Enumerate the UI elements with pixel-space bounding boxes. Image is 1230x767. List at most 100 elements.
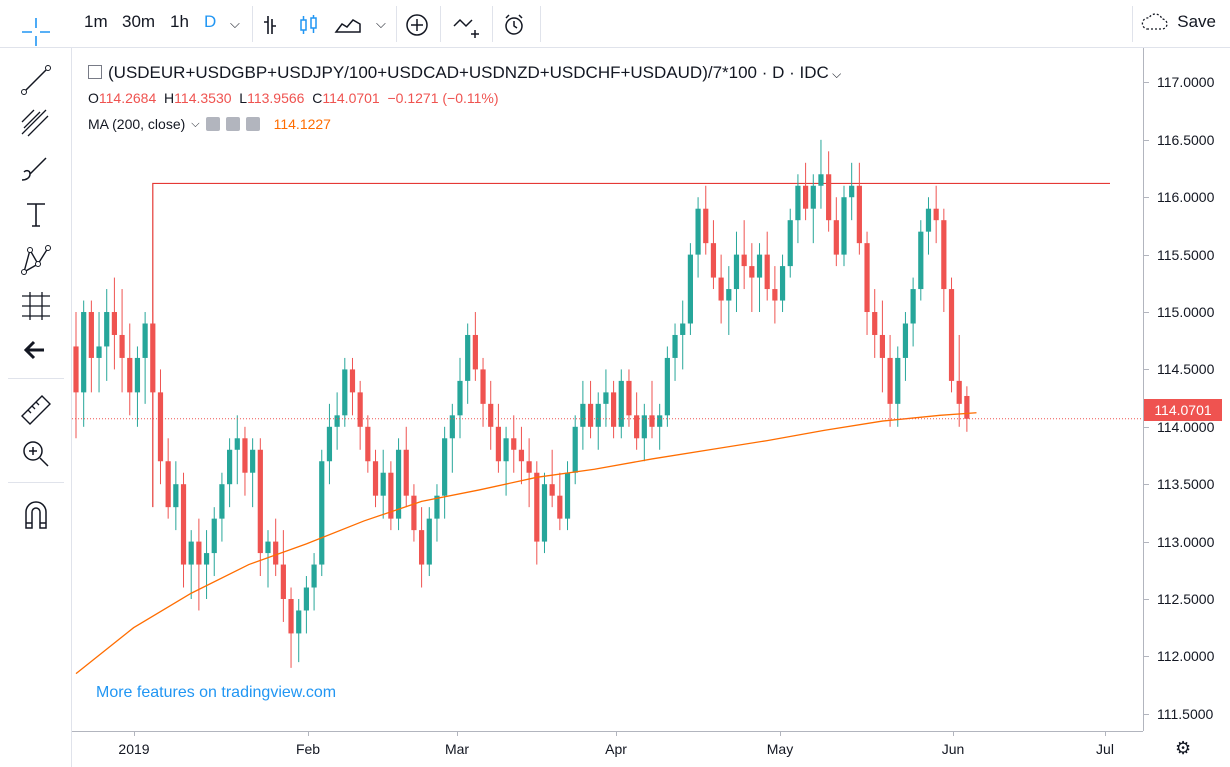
- measure-icon[interactable]: [18, 288, 54, 324]
- candle-body: [826, 174, 832, 221]
- gear-icon[interactable]: ⚙: [1175, 738, 1192, 758]
- low-label: L: [239, 90, 248, 106]
- price-chart[interactable]: [72, 48, 1143, 731]
- ma-value: 114.1227: [273, 116, 331, 132]
- interval-1m[interactable]: 1m: [84, 12, 108, 31]
- candle-body: [134, 357, 141, 393]
- alert-icon[interactable]: [502, 13, 528, 39]
- change-value: −0.1271 (−0.11%): [387, 90, 499, 106]
- fib-icon[interactable]: [18, 106, 54, 142]
- price-tick-mark: [1144, 254, 1149, 256]
- crosshair-icon[interactable]: [18, 14, 54, 50]
- magnet-icon[interactable]: [18, 498, 54, 534]
- time-tick-label: 2019: [118, 741, 150, 757]
- price-tick-label: 114.0000: [1157, 418, 1215, 435]
- chart-legend: (USDEUR+USDGBP+USDJPY/100+USDCAD+USDNZD+…: [88, 63, 841, 132]
- collapse-icon[interactable]: [88, 65, 102, 79]
- candle-body: [180, 484, 187, 565]
- arrow-left-icon[interactable]: [18, 332, 54, 368]
- low-value: 113.9566: [247, 90, 305, 106]
- candle-body: [104, 312, 110, 347]
- price-tick-label: 116.5000: [1157, 131, 1215, 148]
- interval-30m[interactable]: 30m: [122, 12, 156, 31]
- candle-body: [534, 472, 540, 542]
- candle-body: [680, 323, 686, 335]
- candles-icon[interactable]: [298, 14, 320, 36]
- candle-body: [956, 380, 962, 404]
- ma-line: [75, 412, 977, 675]
- time-tick-label: Feb: [295, 741, 321, 757]
- candle-body: [564, 472, 571, 519]
- interval-dropdown-icon[interactable]: ⌵: [230, 16, 240, 31]
- candle-body: [265, 541, 271, 554]
- pattern-icon[interactable]: [18, 242, 54, 278]
- candle-body: [580, 403, 586, 427]
- save-button[interactable]: Save: [1139, 12, 1216, 32]
- time-tick-mark: [457, 731, 458, 736]
- interval-1h[interactable]: 1h: [170, 12, 189, 31]
- candle-body: [703, 208, 709, 244]
- price-tick-mark: [1144, 656, 1149, 658]
- chart-type-dropdown-icon[interactable]: ⌵: [376, 16, 386, 31]
- candle-body: [664, 357, 670, 416]
- bar-chart-icon[interactable]: [262, 14, 284, 36]
- price-tick-mark: [1144, 369, 1149, 371]
- ma-label: MA (200, close): [88, 116, 186, 132]
- ruler-icon[interactable]: [18, 392, 54, 428]
- price-tick-mark: [1144, 713, 1149, 715]
- candle-body: [296, 610, 302, 634]
- trend-line-icon[interactable]: [18, 62, 54, 98]
- eye-icon[interactable]: [205, 117, 220, 131]
- price-tick-label: 113.0000: [1157, 533, 1215, 550]
- candle-body: [96, 346, 102, 358]
- close-icon[interactable]: [245, 117, 260, 131]
- candle-body: [595, 403, 601, 427]
- candle-body: [488, 403, 494, 427]
- candle-body: [234, 438, 240, 450]
- time-tick-label: Apr: [605, 741, 627, 757]
- candle-body: [879, 334, 885, 358]
- candle-body: [457, 380, 463, 416]
- candle-body: [856, 185, 862, 244]
- price-axis[interactable]: [1143, 48, 1230, 731]
- chevron-down-icon[interactable]: ⌵: [191, 117, 200, 130]
- time-tick-mark: [308, 731, 309, 736]
- candle-body: [849, 185, 855, 198]
- add-indicator-icon[interactable]: [405, 13, 429, 37]
- ma-legend[interactable]: MA (200, close) ⌵ 114.1227: [88, 116, 841, 132]
- price-tick-mark: [1144, 82, 1149, 84]
- price-tick-label: 115.0000: [1157, 304, 1215, 321]
- toolbar-divider: [252, 6, 253, 42]
- brush-icon[interactable]: [18, 152, 54, 188]
- compare-icon[interactable]: [452, 14, 482, 38]
- close-value: 114.0701: [322, 90, 380, 106]
- area-chart-icon[interactable]: [334, 14, 362, 36]
- candle-body: [572, 426, 578, 473]
- candle-body: [411, 495, 417, 531]
- candle-body: [242, 438, 248, 473]
- settings-icon[interactable]: [225, 117, 240, 131]
- zoom-icon[interactable]: [18, 436, 54, 472]
- candle-body: [280, 564, 286, 599]
- time-tick-mark: [953, 731, 954, 736]
- chevron-down-icon[interactable]: ⌵: [828, 67, 842, 81]
- tradingview-link[interactable]: More features on tradingview.com: [96, 684, 337, 701]
- candle-body: [303, 587, 309, 611]
- candle-body: [526, 461, 532, 473]
- candle-body: [649, 415, 655, 427]
- candle-body: [395, 449, 402, 519]
- text-icon[interactable]: [18, 196, 54, 232]
- time-axis[interactable]: [72, 731, 1143, 767]
- candle-body: [618, 380, 624, 427]
- candle-body: [726, 289, 732, 301]
- candle-body: [948, 289, 955, 381]
- symbol-title[interactable]: (USDEUR+USDGBP+USDJPY/100+USDCAD+USDNZD+…: [88, 63, 841, 83]
- drawing-toolbar: [0, 18, 72, 767]
- price-tick-mark: [1144, 541, 1149, 543]
- open-value: 114.2684: [98, 90, 157, 106]
- candle-body: [672, 334, 678, 358]
- save-label: Save: [1177, 12, 1216, 31]
- interval-d[interactable]: D: [204, 12, 217, 31]
- symbol-title-text: (USDEUR+USDGBP+USDJPY/100+USDCAD+USDNZD+…: [108, 63, 829, 82]
- candle-body: [541, 484, 548, 542]
